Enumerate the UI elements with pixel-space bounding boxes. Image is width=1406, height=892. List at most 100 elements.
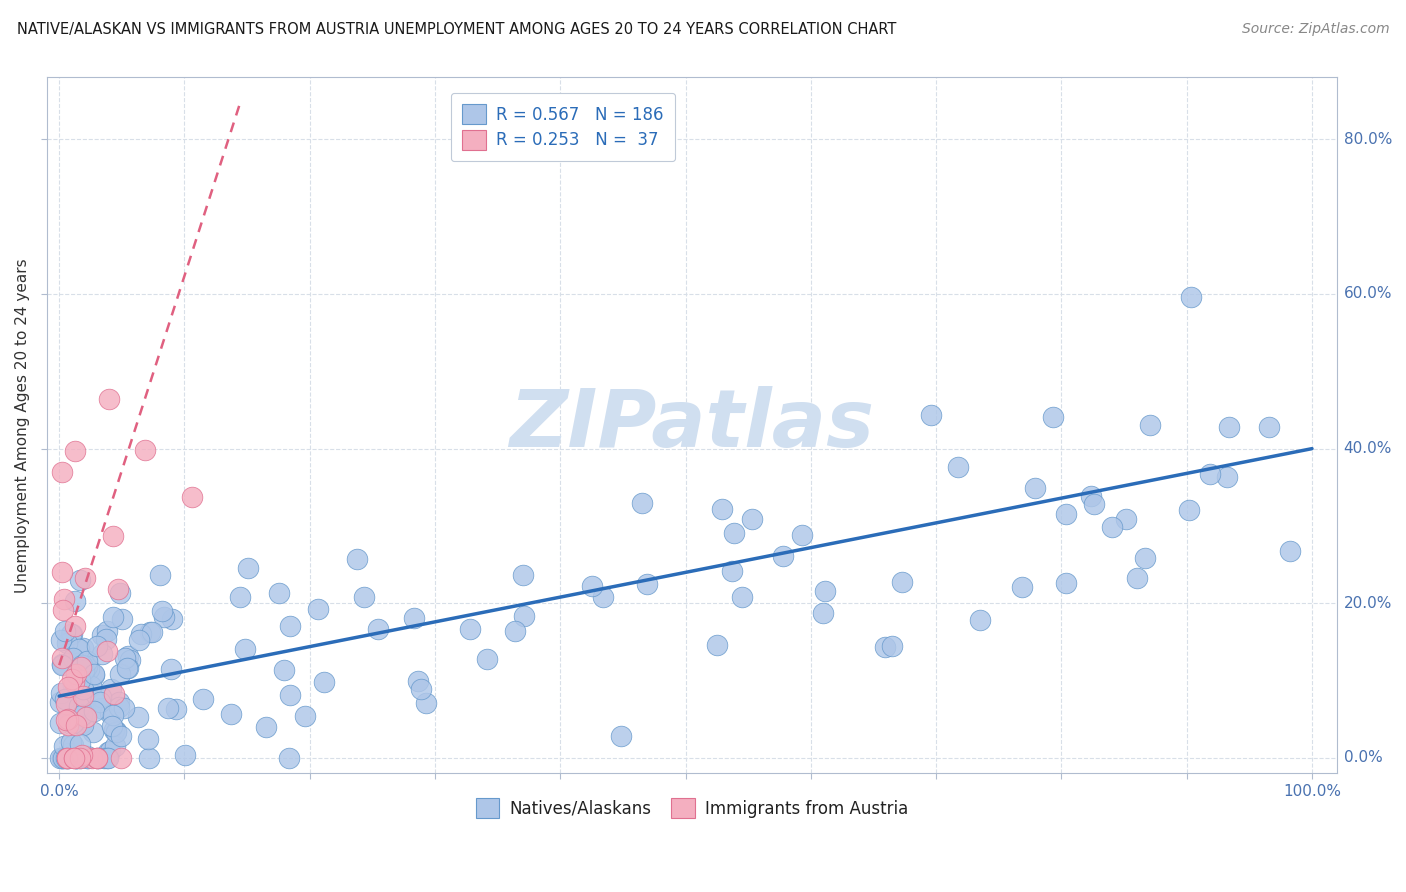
Point <box>90 690 112 704</box>
Point <box>273 663 295 677</box>
Point <box>96 644 118 658</box>
Point <box>706 638 728 652</box>
Point <box>70 717 93 731</box>
Point <box>60 627 83 641</box>
Point <box>72 698 94 712</box>
Point <box>77 662 100 676</box>
Point <box>741 512 763 526</box>
Point <box>76 659 98 673</box>
Point <box>58 713 80 727</box>
Text: 60.0%: 60.0% <box>1344 286 1392 301</box>
Point <box>72 690 94 704</box>
Point <box>90 701 112 715</box>
Point <box>53 751 76 765</box>
Point <box>62 678 84 692</box>
Point <box>165 702 187 716</box>
Point <box>1279 544 1302 558</box>
Point <box>91 647 114 661</box>
Point <box>93 751 115 765</box>
Point <box>62 751 84 765</box>
Point <box>73 663 96 677</box>
Point <box>53 739 76 753</box>
Point <box>814 584 837 599</box>
Point <box>65 656 87 670</box>
Point <box>75 656 97 670</box>
Text: Source: ZipAtlas.com: Source: ZipAtlas.com <box>1241 22 1389 37</box>
Point <box>138 751 160 765</box>
Point <box>49 695 72 709</box>
Point <box>69 751 91 765</box>
Point <box>105 724 128 739</box>
Point <box>1216 470 1239 484</box>
Point <box>94 632 117 646</box>
Point <box>67 683 90 698</box>
Point <box>636 577 658 591</box>
Point <box>75 698 97 713</box>
Point <box>98 706 121 720</box>
Point <box>83 704 105 718</box>
Point <box>60 626 83 640</box>
Point <box>75 572 97 586</box>
Point <box>512 609 534 624</box>
Text: 80.0%: 80.0% <box>1344 132 1392 147</box>
Point <box>62 751 84 765</box>
Point <box>53 692 76 706</box>
Point <box>51 650 73 665</box>
Point <box>65 751 87 765</box>
Point <box>710 502 733 516</box>
Point <box>98 744 121 758</box>
Point <box>65 751 87 765</box>
Point <box>72 718 94 732</box>
Point <box>58 746 80 760</box>
Text: ZIPatlas: ZIPatlas <box>509 386 875 465</box>
Point <box>720 564 742 578</box>
Point <box>1115 512 1137 526</box>
Point <box>1080 489 1102 503</box>
Point <box>404 611 426 625</box>
Point <box>49 715 72 730</box>
Point <box>101 707 124 722</box>
Point <box>367 622 389 636</box>
Point <box>96 745 118 759</box>
Point <box>731 590 754 604</box>
Point <box>157 701 180 715</box>
Point <box>103 723 125 737</box>
Point <box>83 668 105 682</box>
Point <box>875 640 897 655</box>
Point <box>278 619 301 633</box>
Point <box>86 751 108 765</box>
Point <box>219 706 242 721</box>
Point <box>138 624 160 639</box>
Point <box>134 442 156 457</box>
Legend: Natives/Alaskans, Immigrants from Austria: Natives/Alaskans, Immigrants from Austri… <box>470 792 914 824</box>
Point <box>80 751 103 765</box>
Point <box>76 749 98 764</box>
Point <box>136 732 159 747</box>
Point <box>65 667 87 681</box>
Point <box>503 624 526 638</box>
Point <box>82 725 104 739</box>
Point <box>55 698 77 712</box>
Point <box>96 751 118 765</box>
Point <box>110 751 132 765</box>
Point <box>83 666 105 681</box>
Point <box>314 675 336 690</box>
Point <box>63 593 86 607</box>
Point <box>117 661 139 675</box>
Point <box>1180 290 1202 304</box>
Point <box>86 751 108 765</box>
Point <box>229 590 252 604</box>
Point <box>1101 520 1123 534</box>
Point <box>51 685 73 699</box>
Point <box>406 674 429 689</box>
Point <box>90 628 112 642</box>
Point <box>69 573 91 587</box>
Point <box>63 714 86 729</box>
Point <box>108 667 131 681</box>
Point <box>89 695 111 709</box>
Point <box>69 751 91 765</box>
Point <box>66 751 89 765</box>
Point <box>70 748 93 763</box>
Point <box>114 651 136 665</box>
Point <box>267 586 290 600</box>
